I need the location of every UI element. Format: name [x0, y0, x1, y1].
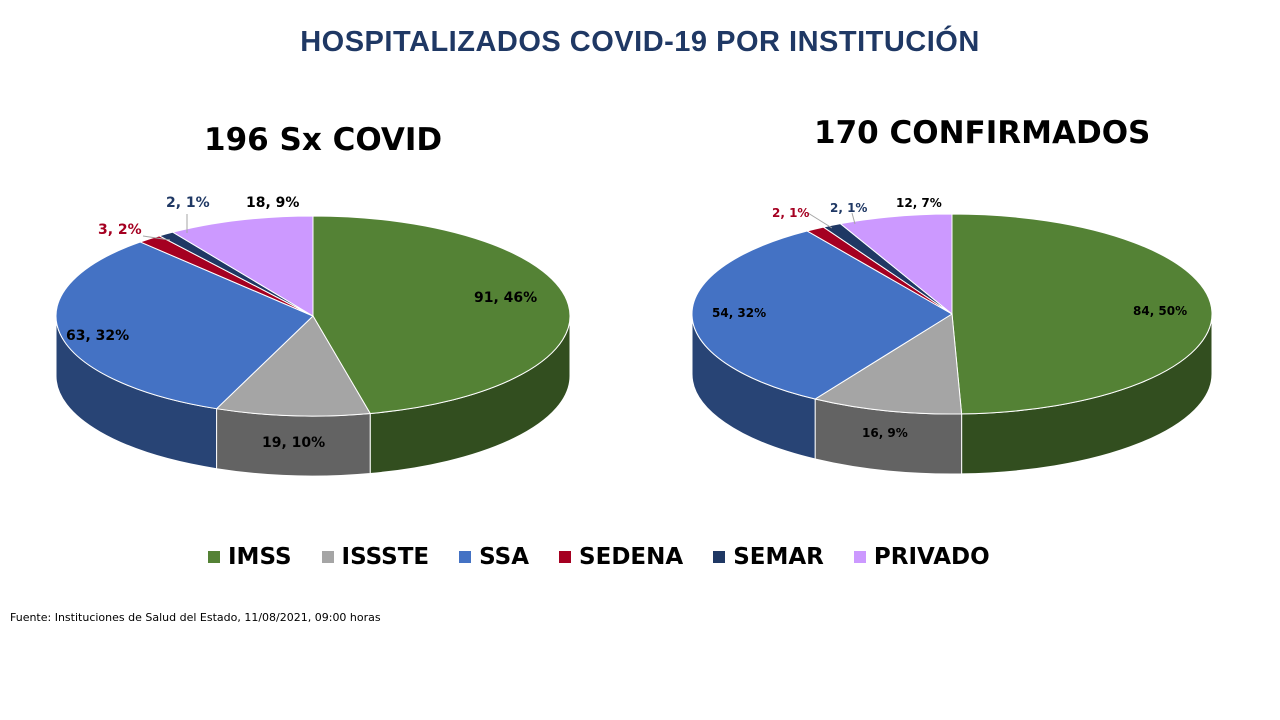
data-label: 18, 9% — [246, 195, 300, 211]
leader-line — [142, 235, 171, 241]
pie-slice-ssa — [691, 230, 953, 400]
chart-title-right: 170 CONFIRMADOS — [814, 115, 1151, 151]
data-label: 2, 1% — [166, 195, 210, 211]
legend-label: PRIVADO — [873, 544, 990, 570]
pie-slice-issste — [215, 315, 372, 417]
data-label: 12, 7% — [896, 196, 942, 210]
pie-slice-issste — [813, 313, 963, 415]
data-label: 91, 46% — [474, 290, 538, 306]
chart-title-left: 196 Sx COVID — [204, 122, 443, 158]
data-label: 84, 50% — [1133, 304, 1188, 318]
legend-label: IMSS — [228, 544, 292, 570]
data-label: 54, 32% — [712, 306, 767, 320]
leader-line — [851, 212, 856, 225]
source-note: Fuente: Instituciones de Salud del Estad… — [10, 611, 381, 624]
data-label: 16, 9% — [862, 426, 908, 440]
legend-swatch — [208, 551, 220, 563]
legend-swatch — [321, 551, 334, 563]
data-label: 2, 1% — [830, 201, 868, 215]
legend-item-privado: PRIVADO — [853, 544, 990, 570]
legend-item-sedena: SEDENA — [559, 544, 683, 570]
legend-swatch — [713, 551, 726, 563]
pie-slice-privado — [171, 215, 314, 317]
legend-label: ISSSTE — [341, 544, 430, 570]
pie-slice-ssa — [55, 241, 314, 410]
legend: IMSS ISSSTE SSA SEDENA SEMAR PRIVADO — [208, 544, 990, 570]
pie-slice-imss — [312, 215, 571, 415]
data-label: 63, 32% — [66, 328, 130, 344]
legend-label: SSA — [479, 544, 530, 570]
legend-label: SEMAR — [733, 544, 824, 570]
legend-swatch — [459, 551, 472, 563]
legend-swatch — [853, 551, 866, 563]
legend-swatch — [559, 551, 572, 563]
data-label: 19, 10% — [262, 435, 326, 451]
page-title: HOSPITALIZADOS COVID-19 POR INSTITUCIÓN — [300, 26, 980, 58]
pie-slice-imss — [951, 213, 1213, 415]
data-label: 2, 1% — [772, 206, 810, 220]
pie-slice-privado — [839, 213, 953, 316]
leader-line — [807, 212, 833, 229]
data-label: 3, 2% — [98, 222, 142, 238]
legend-item-issste: ISSSTE — [321, 544, 430, 570]
legend-label: SEDENA — [579, 544, 684, 570]
legend-item-imss: IMSS — [208, 544, 292, 570]
legend-item-semar: SEMAR — [713, 544, 824, 570]
legend-item-ssa: SSA — [459, 544, 529, 570]
